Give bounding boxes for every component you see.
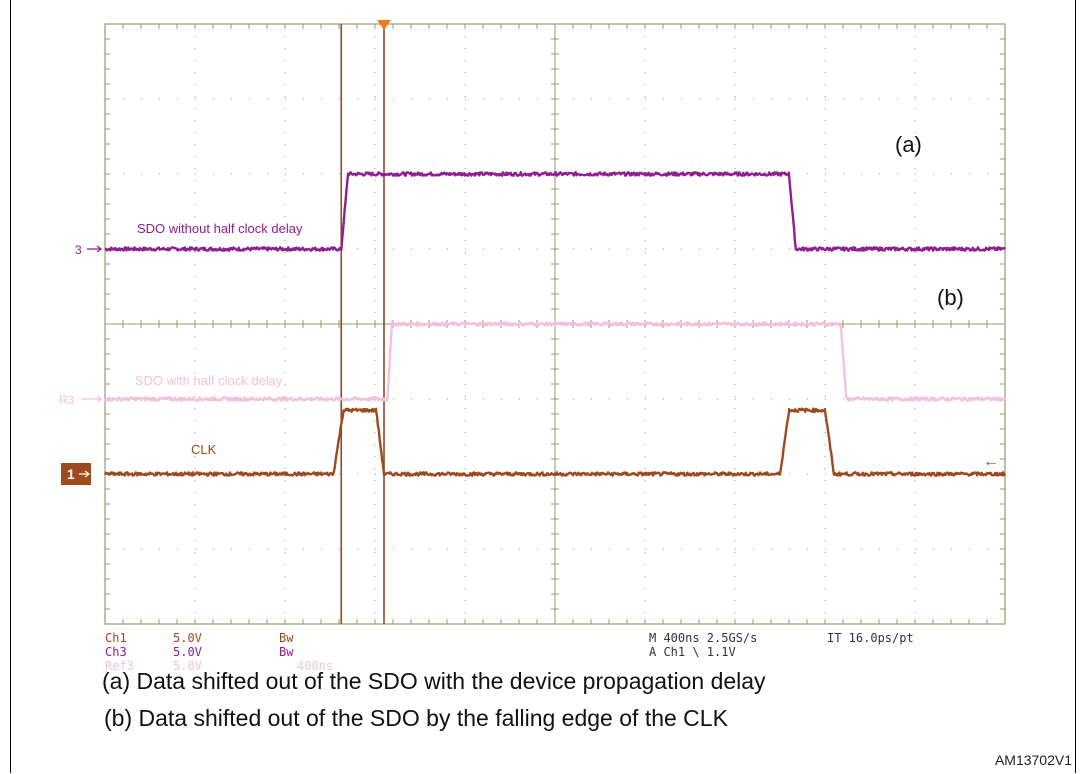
readout-right-1-0: A Ch1 \ 1.1V: [649, 645, 736, 659]
readout-left-1-2: Bw: [279, 645, 294, 659]
readout-right-0-1: IT 16.0ps/pt: [827, 631, 914, 645]
channel-arrow-icon: [81, 395, 102, 403]
channel-arrow-icon: [87, 245, 102, 253]
caption-b: (b) Data shifted out of the SDO by the f…: [104, 705, 728, 731]
oscilloscope-screen: SDO without half clock delay SDO with hal…: [59, 20, 1007, 673]
series-label-clk: CLK: [191, 442, 217, 457]
readout-left-2-0: Ref3: [105, 659, 134, 673]
channel-arrow-icon: [79, 470, 90, 478]
annotation-a: (a): [895, 132, 922, 157]
figure-frame: SDO without half clock delay SDO with hal…: [10, 0, 1076, 773]
ch1-position-arrow-icon: ←: [983, 453, 999, 470]
trace-sdo-with-delay: [103, 321, 1007, 402]
readout-right-0-0: M 400ns 2.5GS/s: [649, 631, 757, 645]
channel-marker-1: 1: [67, 466, 75, 482]
caption-a: (a) Data shifted out of the SDO with the…: [102, 668, 766, 694]
trace-sdo-without-delay: [104, 171, 1006, 252]
readout-left-0-2: Bw: [279, 631, 294, 645]
readout-left-1-1: 5.0V: [173, 645, 202, 659]
readout-left-0-1: 5.0V: [173, 631, 202, 645]
figure-id: AM13702V1: [994, 752, 1072, 768]
readout-left-2-3: 400ns: [297, 659, 333, 673]
readout-left-0-0: Ch1: [105, 631, 127, 645]
readout-left-1-0: Ch3: [105, 645, 127, 659]
series-label-sdo-without-delay: SDO without half clock delay: [137, 221, 303, 236]
annotation-b: (b): [937, 285, 964, 310]
trigger-marker-icon: [377, 20, 391, 30]
channel-marker-r3: R3: [59, 393, 75, 407]
trace-clk: [103, 407, 1007, 477]
channel-1-badge: [61, 463, 91, 485]
series-label-sdo-with-delay: SDO with half clock delay: [135, 373, 283, 388]
readout-left-2-1: 5.0V: [173, 659, 202, 673]
channel-marker-3: 3: [75, 243, 82, 257]
